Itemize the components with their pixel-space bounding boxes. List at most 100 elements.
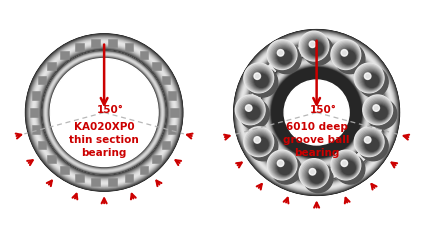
Circle shape (264, 60, 369, 165)
Circle shape (264, 60, 369, 165)
Circle shape (238, 34, 395, 191)
Circle shape (331, 150, 361, 180)
Circle shape (34, 43, 174, 182)
Circle shape (277, 160, 292, 175)
Circle shape (243, 39, 391, 186)
Circle shape (34, 42, 175, 183)
Circle shape (267, 63, 366, 162)
Circle shape (34, 42, 174, 183)
Circle shape (32, 41, 176, 184)
Circle shape (32, 40, 176, 185)
Circle shape (273, 156, 294, 177)
Circle shape (37, 45, 171, 180)
Circle shape (237, 33, 396, 192)
Circle shape (235, 31, 398, 194)
Circle shape (242, 38, 391, 187)
Circle shape (332, 151, 360, 179)
Circle shape (42, 51, 166, 174)
Circle shape (40, 48, 169, 177)
Circle shape (271, 67, 363, 158)
Circle shape (309, 41, 316, 47)
Circle shape (366, 99, 391, 123)
Circle shape (247, 43, 386, 182)
Circle shape (271, 44, 301, 74)
Circle shape (28, 36, 180, 189)
Circle shape (45, 53, 163, 172)
Circle shape (252, 72, 269, 89)
Bar (47, 62, 56, 70)
Circle shape (278, 161, 292, 174)
Circle shape (308, 40, 325, 57)
Circle shape (272, 68, 361, 157)
Circle shape (364, 73, 379, 88)
Circle shape (357, 65, 383, 92)
Circle shape (50, 58, 158, 166)
Circle shape (44, 53, 164, 172)
Circle shape (26, 34, 182, 191)
Circle shape (27, 36, 181, 189)
Circle shape (238, 34, 395, 191)
Circle shape (241, 36, 393, 189)
Circle shape (27, 35, 181, 190)
Circle shape (34, 43, 174, 182)
Circle shape (335, 44, 365, 74)
Circle shape (31, 39, 177, 186)
Circle shape (261, 56, 373, 169)
Circle shape (264, 59, 370, 166)
Circle shape (239, 35, 394, 190)
Circle shape (333, 153, 360, 179)
Text: bearing: bearing (82, 148, 127, 157)
Circle shape (244, 39, 390, 186)
Circle shape (48, 56, 160, 169)
Circle shape (49, 58, 159, 167)
Circle shape (242, 38, 391, 187)
Circle shape (272, 68, 362, 158)
Circle shape (245, 41, 388, 184)
Circle shape (244, 40, 389, 185)
Circle shape (48, 57, 160, 168)
Circle shape (237, 33, 396, 192)
Circle shape (37, 46, 171, 179)
Bar (75, 174, 83, 182)
Circle shape (272, 68, 361, 157)
Circle shape (28, 36, 181, 189)
Circle shape (355, 128, 383, 156)
Circle shape (43, 52, 165, 173)
Circle shape (238, 97, 264, 124)
Circle shape (265, 61, 368, 164)
Circle shape (238, 34, 395, 191)
Circle shape (303, 35, 327, 59)
Circle shape (45, 53, 163, 172)
Circle shape (39, 47, 170, 178)
Circle shape (247, 43, 386, 182)
Circle shape (269, 65, 364, 160)
Circle shape (48, 56, 161, 169)
Circle shape (40, 49, 168, 176)
Circle shape (49, 57, 159, 168)
Circle shape (266, 62, 367, 163)
Circle shape (341, 160, 348, 166)
Circle shape (27, 35, 181, 190)
Circle shape (244, 63, 274, 93)
Circle shape (251, 70, 270, 89)
Circle shape (263, 59, 370, 166)
Circle shape (269, 65, 364, 160)
Circle shape (248, 44, 385, 181)
Circle shape (36, 44, 173, 181)
Circle shape (254, 73, 269, 88)
Circle shape (246, 129, 272, 155)
Circle shape (240, 36, 394, 189)
Circle shape (238, 33, 396, 192)
Circle shape (309, 168, 324, 184)
Circle shape (243, 39, 390, 186)
Circle shape (246, 65, 272, 92)
Circle shape (31, 39, 177, 186)
Circle shape (368, 100, 390, 122)
Bar (32, 92, 40, 100)
Circle shape (35, 44, 173, 181)
Circle shape (271, 154, 295, 178)
Circle shape (49, 58, 159, 167)
Circle shape (338, 47, 357, 66)
Circle shape (248, 44, 385, 181)
Circle shape (242, 38, 391, 187)
